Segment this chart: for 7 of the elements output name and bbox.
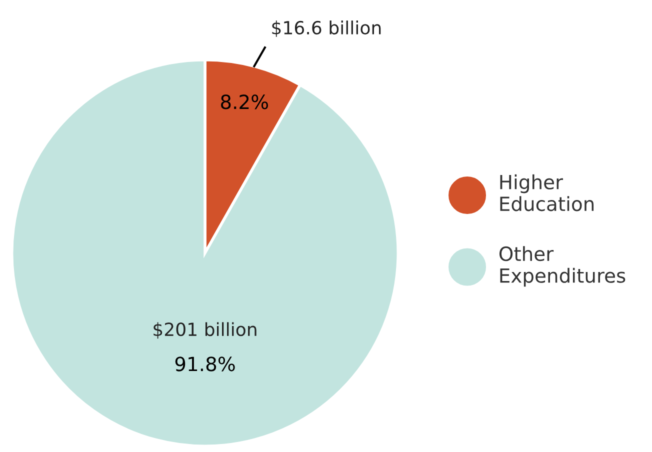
- text: $201 billion: [154, 322, 256, 339]
- legend-label: Higher Education: [500, 174, 594, 212]
- data-label: 8.2%: [220, 94, 268, 110]
- pie-slice: [10, 58, 400, 448]
- data-label: 91.8%: [175, 356, 235, 372]
- legend-label: Other Expenditures: [499, 246, 626, 287]
- text: $16.6 billion: [272, 20, 381, 37]
